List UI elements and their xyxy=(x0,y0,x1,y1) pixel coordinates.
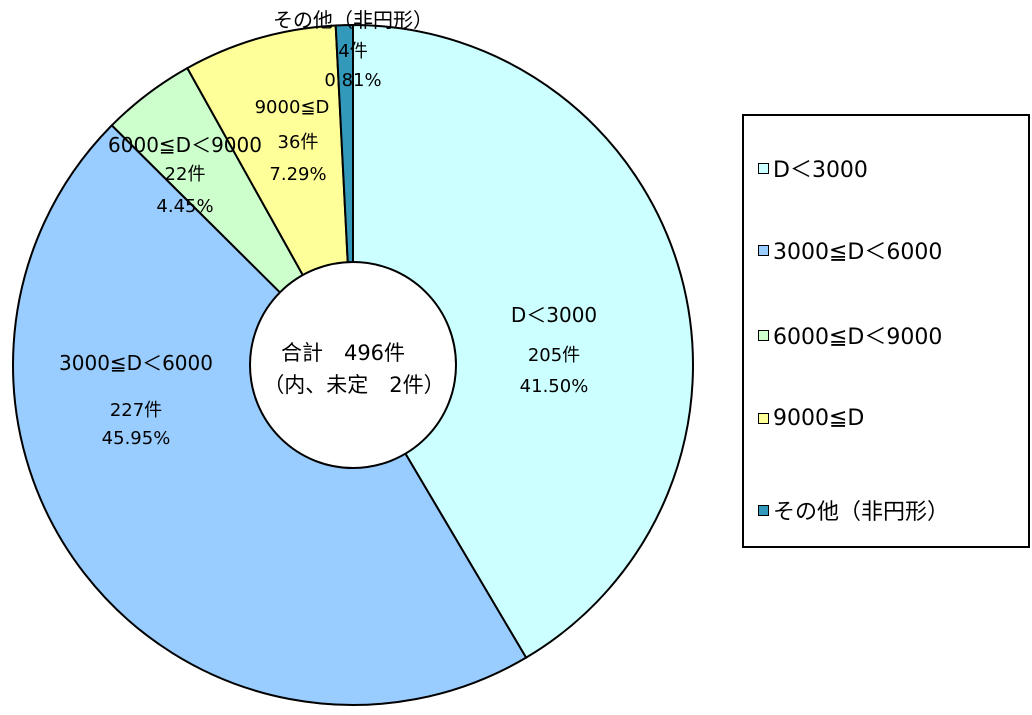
legend-label-3000-6000: 3000≦D＜6000 xyxy=(773,240,943,265)
center-undecided-label: （内、未定 2件） xyxy=(263,373,444,397)
slice-label-count-ge9000: 36件 xyxy=(278,132,319,153)
slice-labels-layer: D＜3000 205件 41.50% 3000≦D＜6000 227件 45.95% 600… xyxy=(59,8,597,449)
legend-swatch-ge9000 xyxy=(758,413,769,424)
slice-label-percent-6000-9000: 4.45% xyxy=(156,196,213,217)
legend: D＜3000 3000≦D＜6000 6000≦D＜9000 9000≦D その… xyxy=(742,114,1030,548)
slice-label-percent-3000-6000: 45.95% xyxy=(102,428,171,449)
legend-item-lt3000: D＜3000 xyxy=(758,152,868,184)
slice-label-percent-ge9000: 7.29% xyxy=(269,164,326,185)
slice-label-count-3000-6000: 227件 xyxy=(110,400,162,421)
legend-label-lt3000: D＜3000 xyxy=(773,158,868,183)
slice-label-count-lt3000: 205件 xyxy=(528,345,580,366)
legend-swatch-3000-6000 xyxy=(758,244,769,256)
slice-label-name-lt3000: D＜3000 xyxy=(511,303,597,327)
slices-layer xyxy=(12,23,694,706)
legend-item-3000-6000: 3000≦D＜6000 xyxy=(758,234,942,266)
slice-label-name-6000-9000: 6000≦D＜9000 xyxy=(108,133,262,157)
legend-item-other: その他（非円形） xyxy=(758,494,949,526)
legend-swatch-6000-9000 xyxy=(758,329,769,341)
slice-label-count-other: 4件 xyxy=(338,41,367,62)
center-hole xyxy=(249,261,457,469)
legend-label-6000-9000: 6000≦D＜9000 xyxy=(773,325,943,350)
legend-swatch-lt3000 xyxy=(758,162,769,174)
slice-label-name-other: その他（非円形） xyxy=(273,8,433,32)
slice-label-name-ge9000: 9000≦D xyxy=(255,97,330,118)
legend-label-other: その他（非円形） xyxy=(773,500,950,525)
center-total-label: 合計 496件 xyxy=(281,341,405,365)
legend-label-ge9000: 9000≦D xyxy=(773,406,865,431)
slice-label-count-6000-9000: 22件 xyxy=(165,164,206,185)
pie-slice-lt3000 xyxy=(352,23,694,660)
legend-item-ge9000: 9000≦D xyxy=(758,406,864,431)
slice-label-percent-other: 0.81% xyxy=(324,70,381,91)
slice-label-percent-lt3000: 41.50% xyxy=(520,376,589,397)
legend-swatch-other xyxy=(758,504,769,516)
legend-item-6000-9000: 6000≦D＜9000 xyxy=(758,319,942,351)
slice-label-name-3000-6000: 3000≦D＜6000 xyxy=(59,351,213,375)
